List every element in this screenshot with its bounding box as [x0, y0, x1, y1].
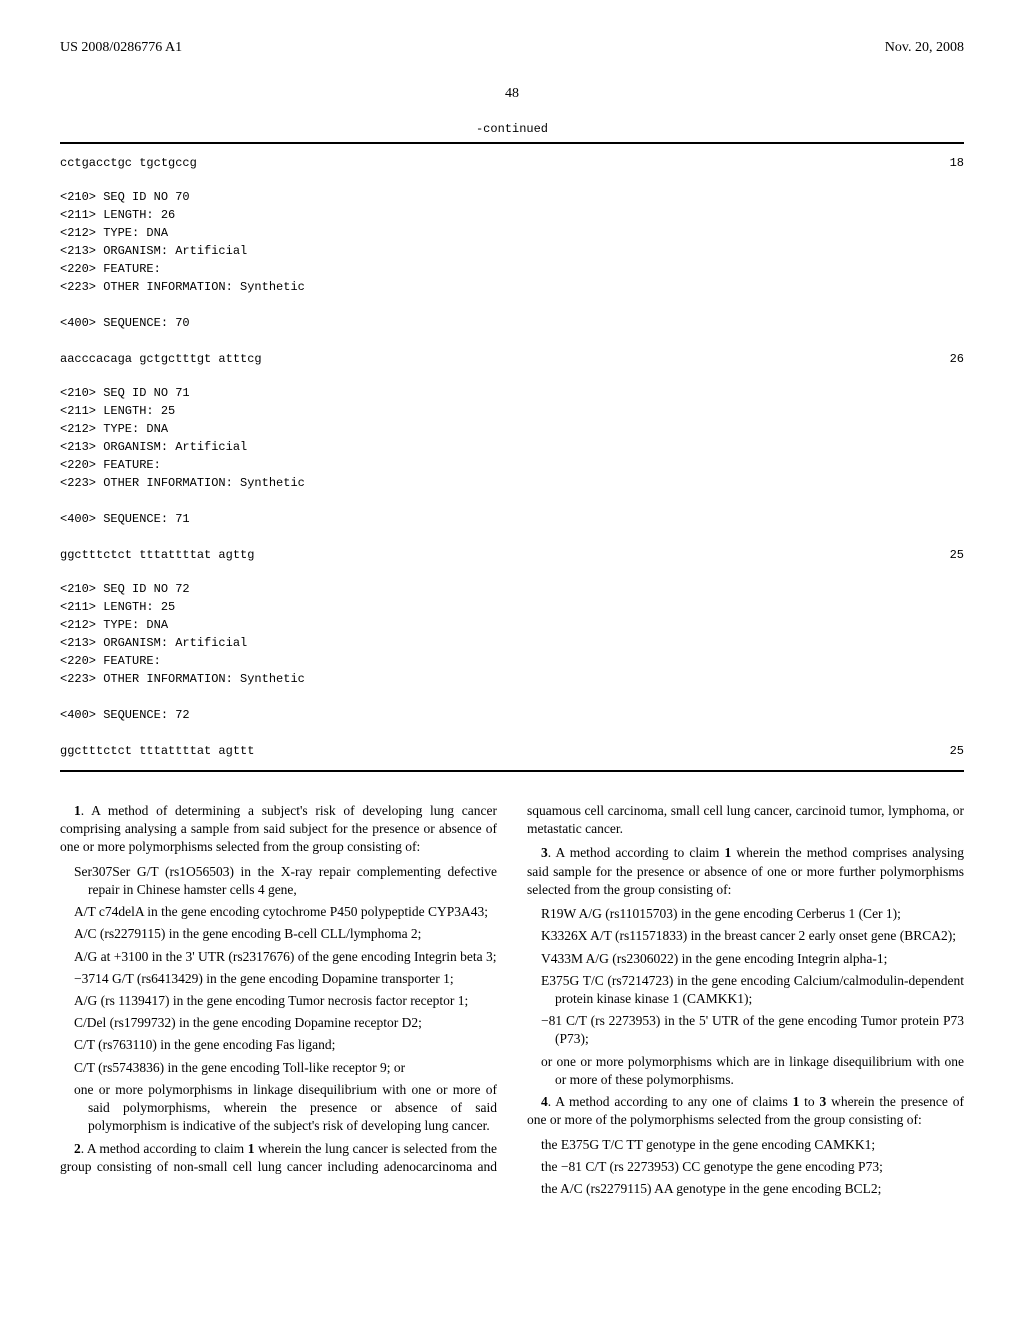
claim-number: 1 — [74, 803, 81, 818]
claim-3: 3. A method according to claim 1 wherein… — [527, 844, 964, 899]
sequence-entry: cctgacctgc tgctgccg 18 — [60, 154, 964, 172]
continued-label: -continued — [60, 122, 964, 136]
claim-item: C/T (rs5743836) in the gene encoding Tol… — [88, 1059, 497, 1077]
claim-1: 1. A method of determining a subject's r… — [60, 802, 497, 857]
claim-item: R19W A/G (rs11015703) in the gene encodi… — [555, 905, 964, 923]
page-header: US 2008/0286776 A1 Nov. 20, 2008 — [60, 40, 964, 56]
claim-item: A/T c74delA in the gene encoding cytochr… — [88, 903, 497, 921]
sequence-data: ggctttctct tttattttat agttt — [60, 742, 254, 760]
page-number: 48 — [60, 86, 964, 102]
claim-item: Ser307Ser G/T (rs1O56503) in the X-ray r… — [88, 863, 497, 899]
claim-item: E375G T/C (rs7214723) in the gene encodi… — [555, 972, 964, 1008]
claim-item: A/C (rs2279115) in the gene encoding B-c… — [88, 925, 497, 943]
claim-number: 3 — [541, 845, 548, 860]
sequence-length: 25 — [950, 742, 964, 760]
publication-date: Nov. 20, 2008 — [885, 40, 964, 56]
claim-item: one or more polymorphisms in linkage dis… — [88, 1081, 497, 1136]
claim-item: C/T (rs763110) in the gene encoding Fas … — [88, 1036, 497, 1054]
sequence-length: 18 — [950, 154, 964, 172]
sequence-entry: <210> SEQ ID NO 71 <211> LENGTH: 25 <212… — [60, 384, 964, 564]
claim-number: 4 — [541, 1094, 548, 1109]
claim-4: 4. A method according to any one of clai… — [527, 1093, 964, 1129]
claim-item: or one or more polymorphisms which are i… — [555, 1053, 964, 1089]
claim-number: 2 — [74, 1141, 81, 1156]
sequence-entry: <210> SEQ ID NO 70 <211> LENGTH: 26 <212… — [60, 188, 964, 368]
claim-item: C/Del (rs1799732) in the gene encoding D… — [88, 1014, 497, 1032]
sequence-data: aacccacaga gctgctttgt atttcg — [60, 350, 262, 368]
sequence-length: 25 — [950, 546, 964, 564]
claim-item: A/G (rs 1139417) in the gene encoding Tu… — [88, 992, 497, 1010]
claim-item: the A/C (rs2279115) AA genotype in the g… — [555, 1180, 964, 1198]
sequence-listing-block: cctgacctgc tgctgccg 18 <210> SEQ ID NO 7… — [60, 142, 964, 772]
claim-item: A/G at +3100 in the 3' UTR (rs2317676) o… — [88, 948, 497, 966]
sequence-length: 26 — [950, 350, 964, 368]
sequence-meta: <210> SEQ ID NO 72 <211> LENGTH: 25 <212… — [60, 580, 964, 724]
claim-item: −81 C/T (rs 2273953) in the 5' UTR of th… — [555, 1012, 964, 1048]
sequence-entry: <210> SEQ ID NO 72 <211> LENGTH: 25 <212… — [60, 580, 964, 760]
claim-item: K3326X A/T (rs11571833) in the breast ca… — [555, 927, 964, 945]
publication-number: US 2008/0286776 A1 — [60, 40, 182, 56]
sequence-data: ggctttctct tttattttat agttg — [60, 546, 254, 564]
claims-columns: 1. A method of determining a subject's r… — [60, 802, 964, 1198]
sequence-meta: <210> SEQ ID NO 70 <211> LENGTH: 26 <212… — [60, 188, 964, 332]
sequence-data: cctgacctgc tgctgccg — [60, 154, 197, 172]
claim-item: −3714 G/T (rs6413429) in the gene encodi… — [88, 970, 497, 988]
claim-item: V433M A/G (rs2306022) in the gene encodi… — [555, 950, 964, 968]
sequence-meta: <210> SEQ ID NO 71 <211> LENGTH: 25 <212… — [60, 384, 964, 528]
claim-item: the E375G T/C TT genotype in the gene en… — [555, 1136, 964, 1154]
claim-item: the −81 C/T (rs 2273953) CC genotype the… — [555, 1158, 964, 1176]
